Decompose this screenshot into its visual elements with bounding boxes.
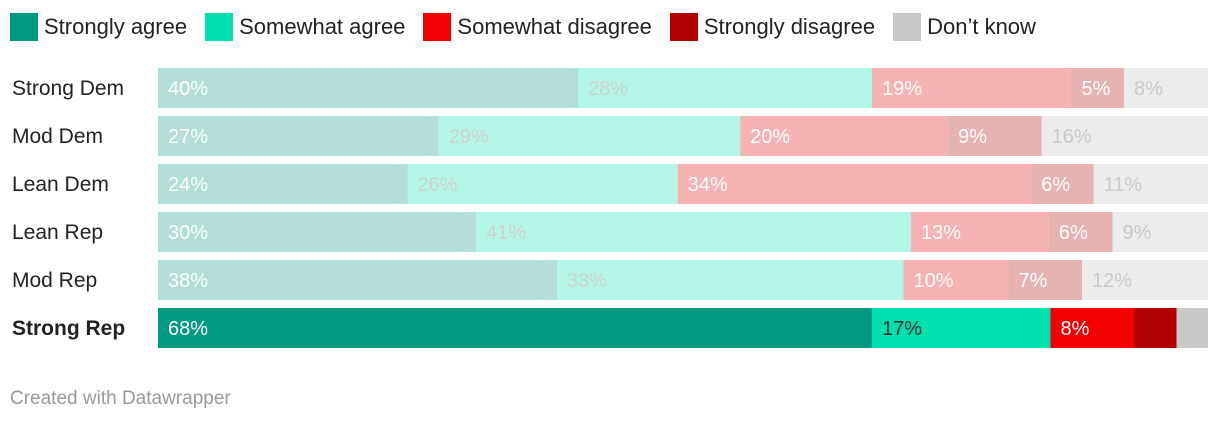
footer-credit: Created with Datawrapper xyxy=(10,388,231,409)
bar-segment-mod-rep-don-t-know xyxy=(1082,260,1208,300)
legend: Strongly agree Somewhat agree Somewhat dis… xyxy=(10,12,1054,42)
value-label: 19% xyxy=(882,78,922,100)
value-label: 6% xyxy=(1059,222,1088,244)
legend-swatch xyxy=(669,13,698,41)
bar-segment-lean-rep-strongly-disagree xyxy=(1048,212,1113,252)
bar-segment-mod-dem-somewhat-disagree xyxy=(740,116,949,156)
value-label: 29% xyxy=(449,126,489,148)
legend-label: Don’t know xyxy=(927,14,1036,39)
value-label: 38% xyxy=(168,270,208,292)
legend-item-somewhat-agree: Somewhat agree xyxy=(205,13,405,41)
legend-swatch xyxy=(423,13,452,41)
value-label: 20% xyxy=(750,126,790,148)
row-label-mod-dem: Mod Dem xyxy=(12,125,103,148)
legend-swatch xyxy=(205,13,234,41)
value-label: 16% xyxy=(1052,126,1092,148)
bar-segment-lean-dem-don-t-know xyxy=(1093,164,1208,204)
legend-item-strongly-disagree: Strongly disagree xyxy=(669,13,876,41)
bar-segment-strong-rep-strongly-disagree xyxy=(1134,308,1177,348)
bar-segment-lean-dem-strongly-agree xyxy=(158,164,408,204)
row-label-mod-rep: Mod Rep xyxy=(12,269,97,292)
value-label: 41% xyxy=(486,222,526,244)
legend-item-strongly-agree: Strongly agree xyxy=(10,13,187,41)
value-label: 13% xyxy=(921,222,961,244)
row-label-lean-rep: Lean Rep xyxy=(12,221,103,244)
bar-segment-strong-dem-somewhat-disagree xyxy=(872,68,1072,108)
bar-segment-strong-dem-don-t-know xyxy=(1124,68,1208,108)
value-label: 27% xyxy=(168,126,208,148)
bar-segment-strong-dem-strongly-agree xyxy=(158,68,578,108)
bar-segment-lean-rep-somewhat-disagree xyxy=(911,212,1049,252)
value-label: 9% xyxy=(1123,222,1152,244)
value-label: 28% xyxy=(588,78,628,100)
value-label: 40% xyxy=(168,78,208,100)
bar-segment-mod-rep-strongly-agree xyxy=(158,260,557,300)
row-label-lean-dem: Lean Dem xyxy=(12,173,109,196)
bar-segment-mod-dem-don-t-know xyxy=(1041,116,1208,156)
legend-item-somewhat-disagree: Somewhat disagree xyxy=(423,13,652,41)
legend-item-don-t-know: Don’t know xyxy=(893,13,1036,41)
value-label: 8% xyxy=(1061,318,1090,340)
value-label: 33% xyxy=(567,270,607,292)
bar-segment-lean-rep-don-t-know xyxy=(1112,212,1208,252)
value-label: 10% xyxy=(914,270,954,292)
legend-label: Strongly agree xyxy=(44,14,188,39)
value-label: 6% xyxy=(1041,174,1070,196)
bar-segment-lean-rep-somewhat-agree xyxy=(476,212,912,252)
bar-segment-mod-dem-strongly-agree xyxy=(158,116,439,156)
value-label: 24% xyxy=(168,174,208,196)
bar-segment-mod-dem-strongly-disagree xyxy=(948,116,1042,156)
bar-segment-strong-rep-somewhat-disagree xyxy=(1050,308,1135,348)
value-label: 17% xyxy=(882,318,922,340)
legend-label: Somewhat disagree xyxy=(457,14,652,39)
bar-segment-lean-dem-strongly-disagree xyxy=(1031,164,1094,204)
value-label: 11% xyxy=(1104,174,1143,196)
bar-segment-lean-dem-somewhat-disagree xyxy=(677,164,1032,204)
row-label-strong-dem: Strong Dem xyxy=(12,77,124,100)
value-label: 26% xyxy=(418,174,458,196)
bar-segment-strong-rep-don-t-know xyxy=(1176,308,1208,348)
value-label: 9% xyxy=(958,126,987,148)
legend-swatch xyxy=(10,13,38,41)
value-label: 7% xyxy=(1019,270,1048,292)
row-label-strong-rep: Strong Rep xyxy=(12,317,125,340)
bar-segment-strong-dem-strongly-disagree xyxy=(1071,68,1124,108)
value-label: 68% xyxy=(168,318,208,340)
bar-segment-mod-rep-somewhat-disagree xyxy=(903,260,1009,300)
bar-segment-lean-dem-somewhat-agree xyxy=(407,164,678,204)
bar-segment-mod-dem-somewhat-agree xyxy=(438,116,741,156)
legend-swatch xyxy=(893,13,922,41)
legend-label: Somewhat agree xyxy=(239,14,406,39)
bar-segment-strong-rep-strongly-agree xyxy=(158,308,872,348)
bar-segment-strong-rep-somewhat-agree xyxy=(872,308,1051,348)
bar-segment-mod-rep-strongly-disagree xyxy=(1008,260,1082,300)
bar-segment-lean-rep-strongly-agree xyxy=(158,212,477,252)
value-label: 34% xyxy=(688,174,728,196)
bar-segment-strong-dem-somewhat-agree xyxy=(578,68,872,108)
bar-segment-mod-rep-somewhat-agree xyxy=(557,260,904,300)
legend-label: Strongly disagree xyxy=(703,14,876,39)
value-label: 5% xyxy=(1082,78,1111,100)
value-label: 12% xyxy=(1092,270,1132,292)
value-label: 8% xyxy=(1134,78,1163,100)
value-label: 30% xyxy=(168,222,208,244)
